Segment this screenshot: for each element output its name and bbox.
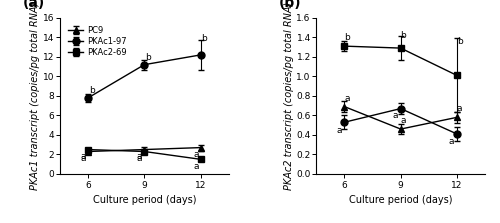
Text: b: b [202,34,207,43]
Y-axis label: PKAc2 transcript (copies/pg total RNA): PKAc2 transcript (copies/pg total RNA) [284,2,294,190]
Text: a: a [448,137,454,146]
Text: (b): (b) [279,0,302,10]
Text: a: a [193,162,198,171]
Text: b: b [89,86,94,95]
Text: a: a [344,94,350,103]
Text: b: b [400,31,406,40]
Text: a: a [400,116,406,125]
X-axis label: Culture period (days): Culture period (days) [349,195,453,205]
Text: a: a [392,111,398,120]
Text: a: a [137,152,142,161]
Text: a: a [193,150,198,159]
Text: a: a [457,104,462,114]
Text: b: b [145,53,151,62]
Y-axis label: PKAc1 transcript (copies/pg total RNA): PKAc1 transcript (copies/pg total RNA) [30,2,40,190]
Text: (a): (a) [23,0,45,10]
Legend: PC9, PKAc1-97, PKAc2-69: PC9, PKAc1-97, PKAc2-69 [68,25,127,58]
Text: a: a [137,154,142,163]
Text: a: a [80,152,86,161]
Text: b: b [457,37,462,46]
Text: a: a [336,126,342,135]
X-axis label: Culture period (days): Culture period (days) [92,195,196,205]
Text: b: b [344,33,350,42]
Text: a: a [80,154,86,163]
